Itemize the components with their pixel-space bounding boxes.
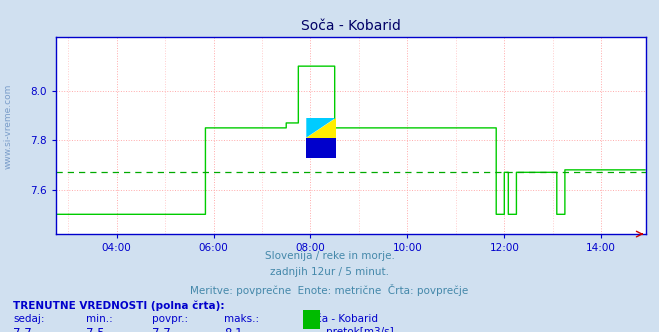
Text: 7,7: 7,7 (13, 327, 32, 332)
Text: 8,1: 8,1 (224, 327, 243, 332)
Text: povpr.:: povpr.: (152, 314, 188, 324)
Text: 7,5: 7,5 (86, 327, 104, 332)
Text: pretok[m3/s]: pretok[m3/s] (326, 327, 394, 332)
Text: TRENUTNE VREDNOSTI (polna črta):: TRENUTNE VREDNOSTI (polna črta): (13, 300, 225, 311)
Text: Soča - Kobarid: Soča - Kobarid (303, 314, 378, 324)
Text: min.:: min.: (86, 314, 113, 324)
Polygon shape (306, 118, 336, 137)
Polygon shape (306, 118, 336, 137)
Text: Slovenija / reke in morje.: Slovenija / reke in morje. (264, 251, 395, 261)
Text: www.si-vreme.com: www.si-vreme.com (3, 83, 13, 169)
Text: maks.:: maks.: (224, 314, 259, 324)
Text: 7,7: 7,7 (152, 327, 170, 332)
Text: sedaj:: sedaj: (13, 314, 45, 324)
Title: Soča - Kobarid: Soča - Kobarid (301, 19, 401, 33)
Text: zadnjih 12ur / 5 minut.: zadnjih 12ur / 5 minut. (270, 267, 389, 277)
Text: Meritve: povprečne  Enote: metrične  Črta: povprečje: Meritve: povprečne Enote: metrične Črta:… (190, 284, 469, 296)
Polygon shape (306, 137, 336, 157)
